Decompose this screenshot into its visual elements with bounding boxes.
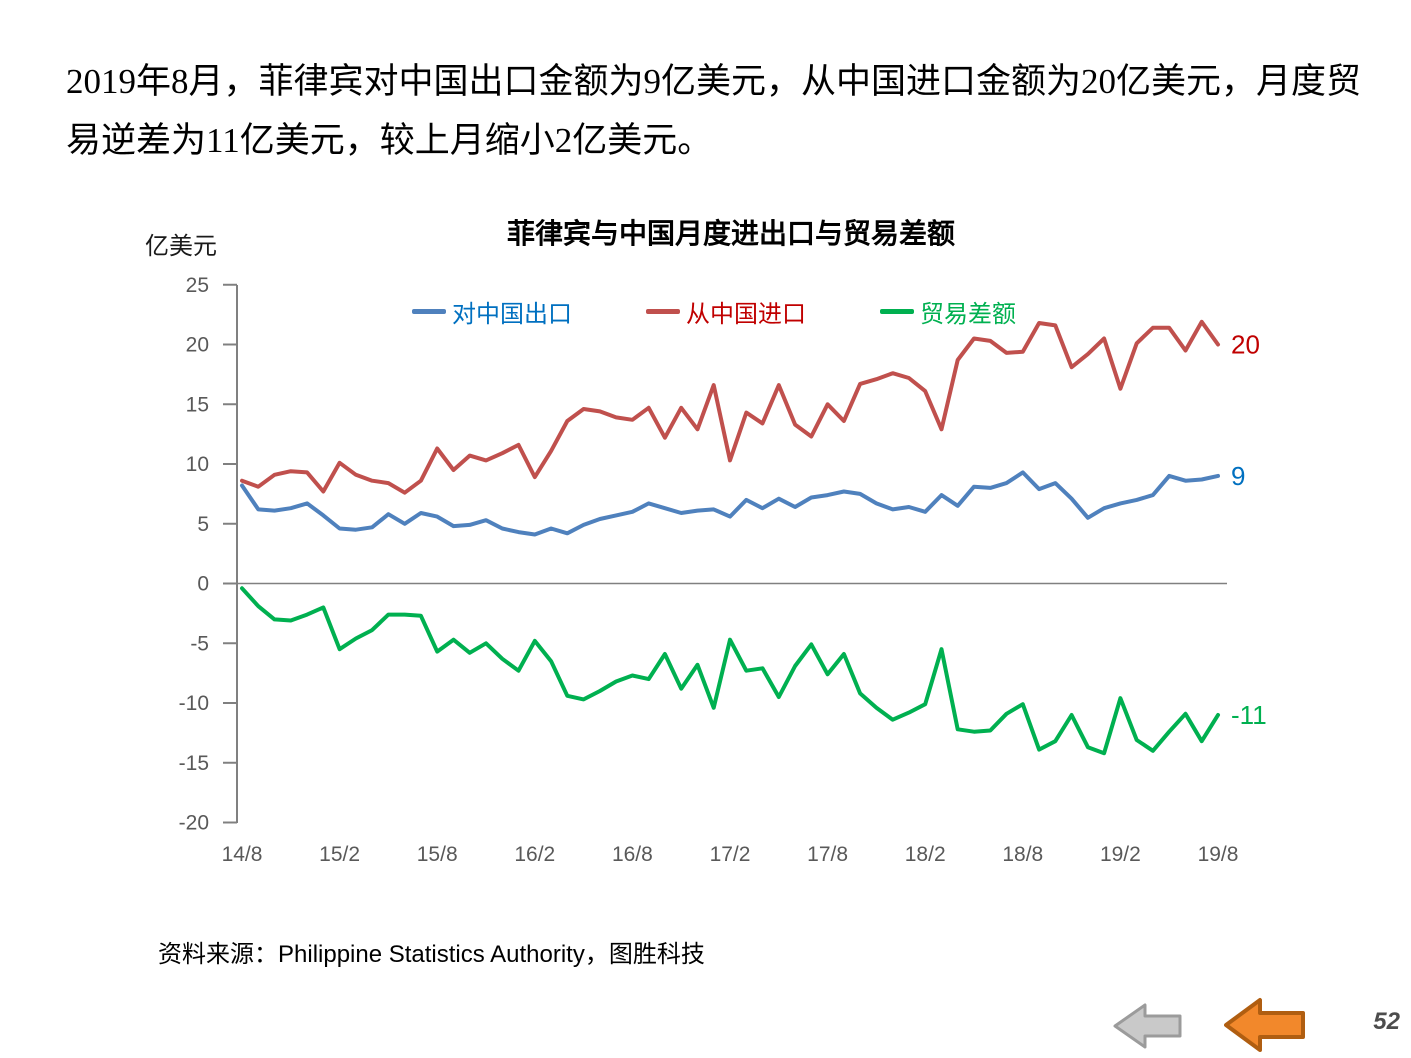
x-tick-label: 17/2 (710, 843, 751, 866)
y-tick-label: -10 (179, 692, 209, 715)
y-axis-unit-label: 亿美元 (145, 234, 217, 260)
x-tick-label: 17/8 (807, 843, 848, 866)
x-tick-label: 15/2 (319, 843, 360, 866)
legend-item-imports: 从中国进口 (646, 294, 806, 329)
source-prefix: 资料来源： (158, 942, 278, 968)
trade-balance-line-end-label: -11 (1231, 700, 1267, 730)
exports-to-china-line-end-label: 9 (1231, 461, 1245, 491)
legend-label-exports: 对中国出口 (452, 301, 572, 328)
x-tick-label: 16/8 (612, 843, 653, 866)
legend-label-imports: 从中国进口 (686, 301, 806, 328)
back-arrow-orange-button[interactable] (1224, 997, 1306, 1053)
y-tick-label: 5 (197, 513, 209, 536)
y-tick-label: 15 (186, 393, 209, 416)
legend-label-balance: 贸易差额 (920, 301, 1016, 328)
imports-from-china-line (240, 319, 1220, 495)
x-tick-label: 19/2 (1100, 843, 1141, 866)
balance-line-marker (880, 309, 914, 314)
y-tick-label: -5 (190, 632, 209, 655)
x-tick-label: 16/2 (514, 843, 555, 866)
imports-line-marker (646, 309, 680, 314)
x-tick-label: 18/2 (905, 843, 946, 866)
trade-balance-line (240, 586, 1220, 756)
y-tick-label: 0 (197, 573, 209, 596)
headline-text: 2019年8月，菲律宾对中国出口金额为9亿美元，从中国进口金额为20亿美元，月度… (66, 62, 1362, 160)
left-arrow-icon (1224, 998, 1305, 1052)
x-tick-label: 19/8 (1198, 843, 1239, 866)
legend-item-exports: 对中国出口 (412, 294, 572, 329)
chart-title: 菲律宾与中国月度进出口与贸易差额 (506, 218, 955, 249)
x-tick-label: 18/8 (1002, 843, 1043, 866)
chart-legend: 对中国出口 从中国进口 贸易差额 (412, 294, 1016, 329)
back-arrow-gray-button[interactable] (1113, 1002, 1183, 1050)
y-tick-label: -20 (179, 812, 209, 835)
y-tick-label: 25 (186, 274, 209, 297)
x-tick-label: 14/8 (222, 843, 263, 866)
source-suffix: ，图胜科技 (584, 942, 705, 968)
exports-to-china-line (240, 470, 1220, 537)
left-arrow-icon (1113, 1003, 1182, 1049)
page-number: 52 (1373, 1008, 1400, 1035)
source-name: Philippine Statistics Authority (278, 941, 585, 968)
x-tick-label: 15/8 (417, 843, 458, 866)
imports-from-china-line-end-label: 20 (1231, 330, 1260, 360)
legend-item-balance: 贸易差额 (880, 294, 1016, 329)
y-tick-label: 10 (186, 453, 209, 476)
source-note: 资料来源：Philippine Statistics Authority，图胜科… (158, 934, 705, 969)
y-tick-label: 20 (186, 334, 209, 357)
exports-line-marker (412, 309, 446, 314)
y-tick-label: -15 (179, 752, 209, 775)
